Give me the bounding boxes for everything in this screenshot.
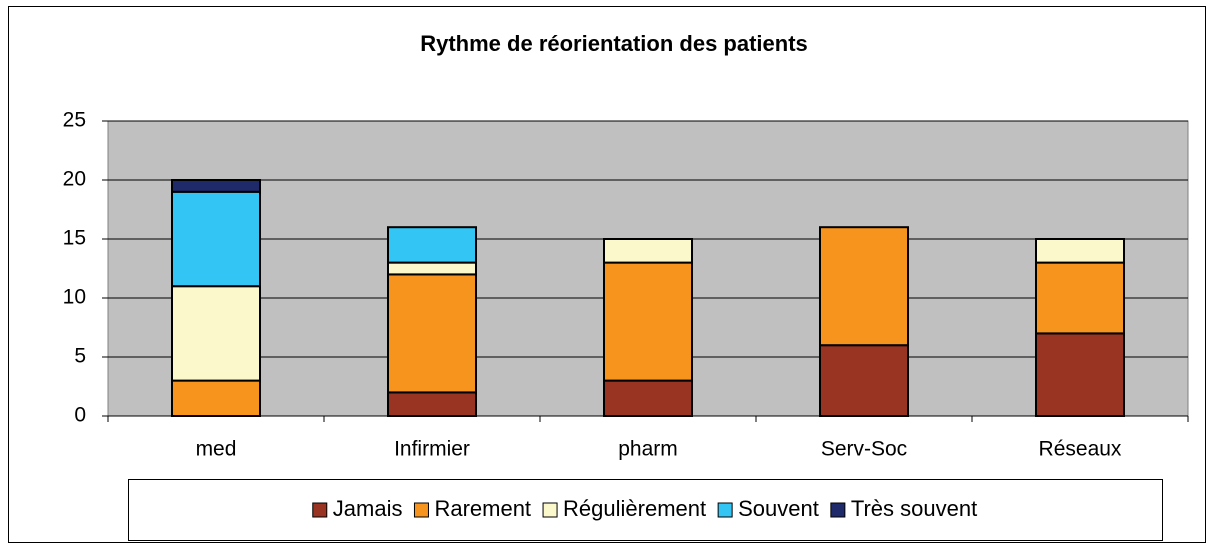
bar-segment <box>603 379 693 418</box>
y-tick-label: 25 <box>63 109 86 132</box>
y-tick-label: 15 <box>63 227 86 250</box>
x-tick-label: Réseaux <box>1039 438 1122 461</box>
y-tick-label: 10 <box>63 286 86 309</box>
legend-box <box>128 479 1163 541</box>
x-tick-label: pharm <box>618 438 678 461</box>
y-tick-label: 5 <box>74 345 86 368</box>
bar-segment <box>171 190 261 288</box>
legend-label: Jamais <box>333 496 403 521</box>
bar-segment <box>1035 261 1125 335</box>
bar-segment <box>603 261 693 382</box>
y-tick-label: 0 <box>74 404 86 427</box>
legend-swatch <box>830 502 846 518</box>
bar-segment <box>819 226 909 347</box>
legend-swatch <box>413 502 429 518</box>
bar-segment <box>171 379 261 418</box>
legend-label: Très souvent <box>851 496 977 521</box>
y-tick-label: 20 <box>63 168 86 191</box>
legend-swatch <box>717 502 733 518</box>
x-tick-label: med <box>196 438 237 461</box>
bar-segment <box>387 391 477 417</box>
chart-title: Rythme de réorientation des patients <box>420 31 808 56</box>
legend-swatch <box>542 502 558 518</box>
bar-segment <box>387 226 477 264</box>
legend-swatch <box>312 502 328 518</box>
bar-segment <box>1035 332 1125 417</box>
bar-segment <box>171 285 261 382</box>
bar-segment <box>603 238 693 264</box>
bar-segment <box>819 344 909 418</box>
bar-segment <box>387 273 477 394</box>
legend-label: Régulièrement <box>563 496 706 521</box>
x-tick-label: Serv-Soc <box>821 438 907 461</box>
legend-label: Souvent <box>738 496 819 521</box>
bar-segment <box>387 261 477 276</box>
bar-segment <box>171 179 261 193</box>
legend-label: Rarement <box>434 496 531 521</box>
x-tick-label: Infirmier <box>394 438 470 461</box>
bar-segment <box>1035 238 1125 264</box>
